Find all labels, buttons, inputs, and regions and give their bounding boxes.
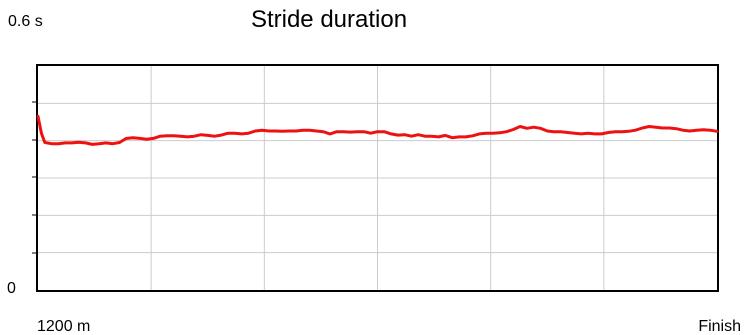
series-line-stride-duration <box>36 114 719 146</box>
y-axis-bottom-label: 0 <box>7 280 16 297</box>
x-axis-end-label: Finish <box>698 318 741 335</box>
y-axis-top-label: 0.6 s <box>8 13 43 30</box>
chart-title: Stride duration <box>251 6 407 33</box>
chart-gridlines <box>38 66 717 290</box>
x-axis-start-label: 1200 m <box>37 318 90 335</box>
plot-area-frame <box>36 64 719 292</box>
axis-ticks <box>32 101 37 254</box>
